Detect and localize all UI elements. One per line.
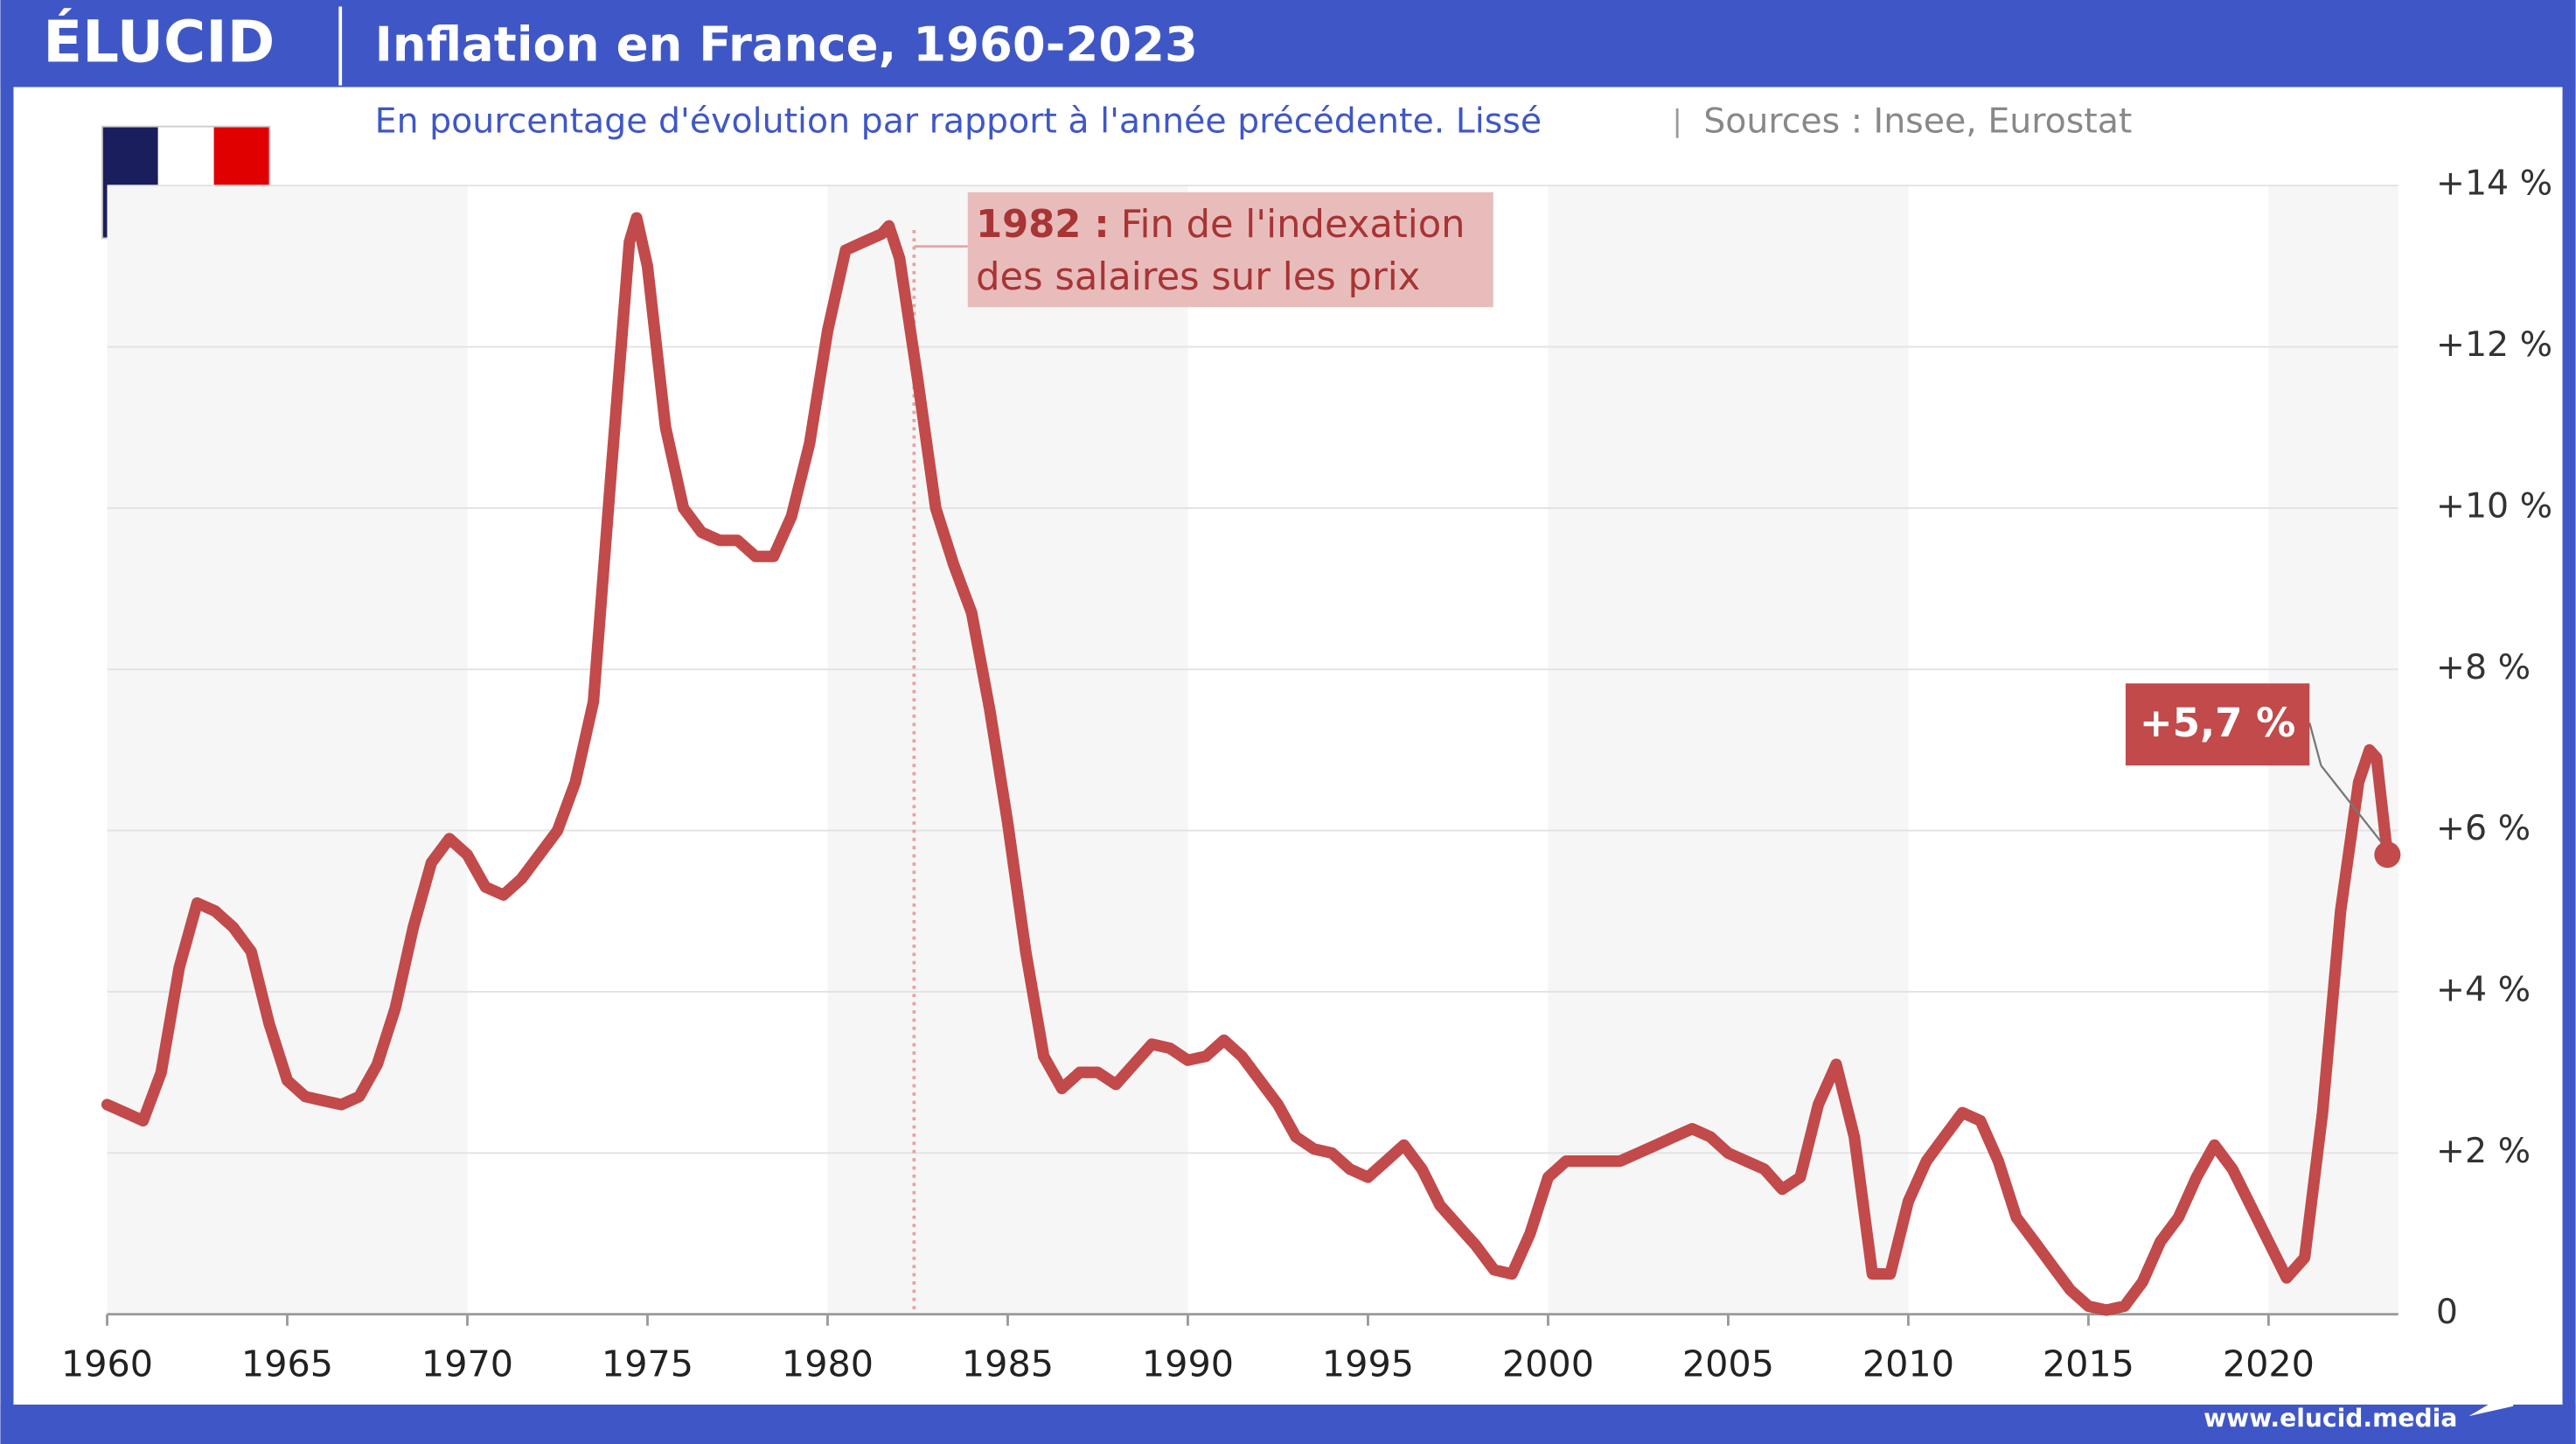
logo: ÉLUCID bbox=[43, 8, 275, 76]
y-tick-label: +14 % bbox=[2436, 164, 2552, 204]
x-tick-label: 1970 bbox=[421, 1343, 513, 1385]
band bbox=[107, 185, 468, 1315]
frame-right bbox=[2562, 0, 2576, 1444]
end-connector bbox=[2308, 722, 2322, 766]
end-label-box bbox=[2125, 683, 2310, 766]
source: Sources : Insee, Eurostat bbox=[1703, 101, 2132, 141]
chart-title: Inflation en France, 1960-2023 bbox=[375, 17, 1198, 73]
header-bar bbox=[0, 0, 2576, 87]
x-tick-label: 2015 bbox=[2043, 1343, 2134, 1385]
x-tick-label: 1980 bbox=[782, 1343, 874, 1385]
end-connector bbox=[2320, 764, 2382, 842]
y-tick-label: +6 % bbox=[2436, 808, 2531, 848]
footer: www.elucid.media bbox=[2204, 1404, 2457, 1433]
x-tick-label: 2000 bbox=[1502, 1343, 1594, 1385]
band bbox=[827, 185, 1188, 1315]
subtitle: En pourcentage d'évolution par rapport à… bbox=[375, 101, 1542, 141]
x-tick-label: 2020 bbox=[2223, 1343, 2315, 1385]
x-tick-label: 1975 bbox=[602, 1343, 693, 1385]
y-tick-label: +10 % bbox=[2436, 485, 2552, 526]
y-tick-label: +8 % bbox=[2436, 647, 2531, 687]
y-tick-label: +12 % bbox=[2436, 324, 2552, 365]
y-tick-label: +4 % bbox=[2436, 969, 2531, 1009]
footer-bar bbox=[0, 1404, 2576, 1444]
end-marker bbox=[2374, 841, 2401, 868]
annotation-text: 1982 : Fin de l'indexation bbox=[976, 203, 1465, 247]
x-tick-label: 1995 bbox=[1322, 1343, 1414, 1385]
x-tick-label: 1965 bbox=[241, 1343, 333, 1385]
x-tick-label: 2010 bbox=[1862, 1343, 1954, 1385]
frame-left bbox=[0, 0, 14, 1444]
y-tick-label: 0 bbox=[2436, 1292, 2458, 1332]
x-tick-label: 1985 bbox=[962, 1343, 1054, 1385]
inflation-line bbox=[101, 212, 2393, 1316]
x-tick-label: 1960 bbox=[61, 1343, 153, 1385]
end-label: +5,7 % bbox=[2140, 700, 2295, 746]
annotation-line-2: des salaires sur les prix bbox=[976, 255, 1420, 299]
annotation-box bbox=[967, 192, 1493, 308]
annotation-line-1: Fin de l'indexation bbox=[1121, 203, 1466, 247]
x-tick-label: 2005 bbox=[1682, 1343, 1774, 1385]
y-tick-label: +2 % bbox=[2436, 1131, 2531, 1171]
annotation-bold: 1982 : bbox=[976, 203, 1110, 247]
x-tick-label: 1990 bbox=[1142, 1343, 1234, 1385]
